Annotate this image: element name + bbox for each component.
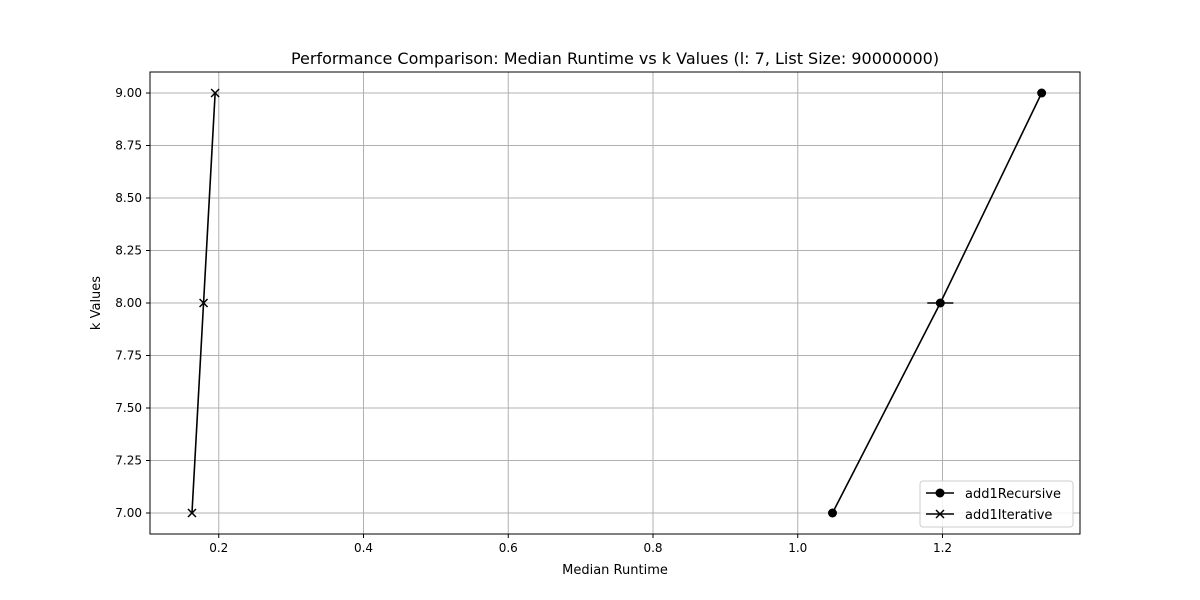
x-tick-label: 1.0 (788, 541, 807, 555)
series-layer (187, 88, 1047, 518)
legend: add1Recursive add1Iterative (919, 480, 1074, 528)
y-tick-label: 8.25 (115, 244, 142, 258)
legend-marker (935, 488, 945, 498)
x-tick-label: 1.2 (933, 541, 952, 555)
chart-title: Performance Comparison: Median Runtime v… (291, 49, 939, 68)
x-axis-label: Median Runtime (562, 563, 668, 578)
y-tick-label: 8.00 (115, 296, 142, 310)
y-tick-label: 8.75 (115, 139, 142, 153)
x-tick-label: 0.6 (499, 541, 518, 555)
legend-box (919, 480, 1074, 528)
x-tick-label: 0.2 (209, 541, 228, 555)
y-tick-label: 7.00 (115, 506, 142, 520)
y-axis-label: k Values (89, 276, 104, 330)
y-tick-label: 9.00 (115, 86, 142, 100)
x-tick-label: 0.8 (643, 541, 662, 555)
x-tick-label: 0.4 (354, 541, 373, 555)
add1iterative-point (210, 88, 220, 98)
legend-entries: add1Recursive add1Iterative (926, 487, 1061, 523)
legend-marker (935, 509, 945, 519)
legend-entry-add1iterative: add1Iterative (926, 508, 1052, 523)
series-add1iterative (187, 88, 220, 518)
series-add1recursive (827, 88, 1047, 518)
legend-label: add1Recursive (965, 487, 1061, 502)
legend-entry-add1recursive: add1Recursive (926, 487, 1061, 502)
add1iterative-point (199, 298, 209, 308)
add1recursive-point (1037, 88, 1047, 98)
axis-ticks: 0.2 0.4 0.6 0.8 1.0 1.2 7.00 7.25 7.50 7.75 8.00 8.… (115, 86, 952, 555)
y-tick-label: 7.75 (115, 349, 142, 363)
add1iterative-point (187, 508, 197, 518)
legend-label: add1Iterative (965, 508, 1052, 523)
y-tick-label: 7.50 (115, 401, 142, 415)
y-tick-label: 7.25 (115, 454, 142, 468)
add1recursive-point (827, 508, 837, 518)
y-tick-label: 8.50 (115, 191, 142, 205)
add1recursive-point (935, 298, 945, 308)
